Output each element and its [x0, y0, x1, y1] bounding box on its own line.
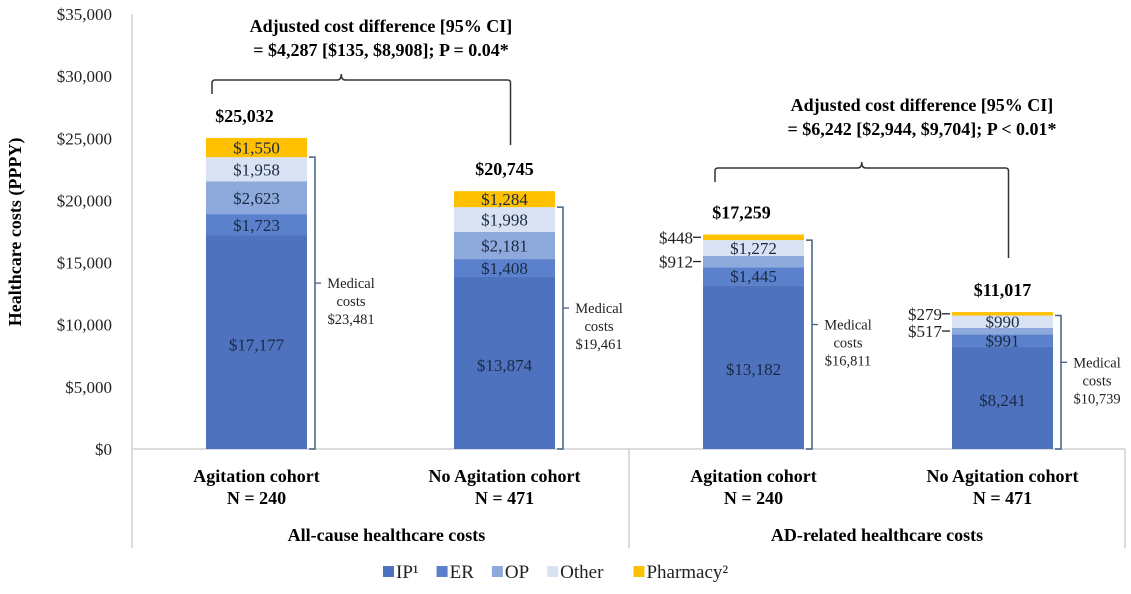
bar-segment-pharmacy	[703, 234, 804, 241]
bar-segment-other	[206, 157, 307, 182]
comparison-brace	[714, 161, 1010, 258]
bar-segment-op	[454, 231, 555, 260]
medical-costs-bracket	[557, 206, 564, 450]
segment-value-label: $13,182	[726, 360, 781, 379]
outside-value-label: $279	[908, 305, 942, 324]
bar-segment-er	[206, 214, 307, 236]
medical-costs-label: Medical	[824, 318, 872, 334]
bar-segment-other	[703, 240, 804, 256]
segment-value-label: $2,623	[233, 189, 280, 208]
y-tick-label: $35,000	[57, 5, 112, 24]
y-tick-label: $30,000	[57, 67, 112, 86]
legend-label: Pharmacy²	[646, 562, 728, 583]
bar-segment-op	[206, 181, 307, 215]
medical-costs-label: Medical	[327, 276, 375, 292]
segment-value-label: $990	[986, 313, 1020, 332]
bar-segment-other	[952, 315, 1053, 328]
legend-swatch-er	[436, 566, 448, 577]
bar-segment-pharmacy	[952, 312, 1053, 316]
outside-value-label: $517	[908, 322, 943, 341]
legend-label: ER	[450, 562, 475, 583]
bar-segment-er	[454, 259, 555, 277]
category-label: Agitation cohort	[193, 466, 319, 486]
segment-value-label: $17,177	[229, 335, 285, 354]
medical-costs-label: Medical	[575, 301, 623, 317]
medical-costs-label: costs	[834, 336, 863, 352]
bar-segment-pharmacy	[206, 137, 307, 158]
segment-value-label: $991	[986, 331, 1020, 350]
medical-costs-label: costs	[585, 319, 614, 335]
legend-swatch-ip	[383, 566, 394, 577]
legend-swatch-other	[547, 566, 559, 577]
medical-costs-bracket	[806, 239, 813, 450]
bar-segment-er	[952, 334, 1053, 347]
segment-value-label: $1,408	[481, 259, 528, 278]
outside-value-label: $912	[659, 253, 693, 272]
bar-segment-ip	[206, 235, 307, 449]
y-tick-label: $0	[95, 440, 112, 459]
bar-total-label: $20,745	[475, 159, 534, 179]
segment-value-label: $8,241	[979, 391, 1026, 410]
legend-label: IP¹	[396, 562, 419, 583]
medical-costs-label: $10,739	[1073, 391, 1120, 407]
segment-value-label: $1,550	[233, 139, 280, 158]
group-label: All-cause healthcare costs	[288, 525, 486, 545]
comparison-brace	[211, 73, 512, 145]
bar-segment-ip	[454, 276, 555, 449]
y-tick-label: $5,000	[65, 378, 112, 397]
segment-value-label: $2,181	[481, 237, 528, 256]
medical-costs-bracket	[309, 156, 316, 450]
bar-segment-op	[703, 255, 804, 268]
category-label: Agitation cohort	[690, 466, 816, 486]
y-axis-title: Healthcare costs (PPPY)	[5, 138, 26, 327]
segment-value-label: $1,284	[481, 190, 528, 209]
segment-value-label: $1,998	[481, 211, 528, 230]
category-n-label: N = 240	[724, 488, 783, 508]
medical-costs-bracket	[1055, 314, 1062, 450]
bar-segment-ip	[952, 346, 1053, 449]
segment-value-label: $1,958	[233, 160, 280, 179]
category-n-label: N = 471	[973, 488, 1032, 508]
cost-difference-annotation-line1: Adjusted cost difference [95% CI]	[791, 95, 1054, 115]
medical-costs-label: costs	[337, 294, 366, 310]
medical-costs-label: $16,811	[825, 354, 872, 370]
bar-segment-er	[703, 267, 804, 286]
y-tick-label: $25,000	[57, 129, 112, 148]
cost-difference-annotation-line2: = $6,242 [$2,944, $9,704]; P < 0.01*	[788, 119, 1057, 139]
category-n-label: N = 240	[227, 488, 286, 508]
segment-value-label: $1,272	[730, 239, 777, 258]
category-label: No Agitation cohort	[927, 466, 1079, 486]
category-n-label: N = 471	[475, 488, 534, 508]
outside-value-label: $448	[659, 228, 693, 247]
cost-difference-annotation-line1: Adjusted cost difference [95% CI]	[250, 16, 513, 36]
group-label: AD-related healthcare costs	[771, 525, 983, 545]
bar-segment-pharmacy	[454, 191, 555, 208]
cost-difference-annotation-line2: = $4,287 [$135, $8,908]; P = 0.04*	[253, 40, 509, 60]
bar-segment-ip	[703, 285, 804, 449]
bar-total-label: $17,259	[712, 202, 771, 222]
legend-label: OP	[505, 562, 529, 583]
medical-costs-label: $23,481	[327, 312, 374, 328]
medical-costs-label: Medical	[1073, 355, 1121, 371]
bar-total-label: $25,032	[215, 106, 274, 126]
medical-costs-label: $19,461	[575, 337, 622, 353]
legend-swatch-pharmacy	[633, 566, 645, 577]
bar-segment-other	[454, 207, 555, 232]
bar-segment-op	[952, 327, 1053, 335]
y-tick-label: $10,000	[57, 316, 112, 335]
legend-label: Other	[560, 562, 604, 583]
y-tick-label: $15,000	[57, 254, 112, 273]
legend-swatch-op	[491, 566, 503, 577]
segment-value-label: $1,723	[233, 216, 280, 235]
medical-costs-label: costs	[1083, 373, 1112, 389]
category-label: No Agitation cohort	[429, 466, 581, 486]
segment-value-label: $13,874	[477, 356, 533, 375]
segment-value-label: $1,445	[730, 267, 777, 286]
y-tick-label: $20,000	[57, 191, 112, 210]
bar-total-label: $11,017	[974, 280, 1032, 300]
